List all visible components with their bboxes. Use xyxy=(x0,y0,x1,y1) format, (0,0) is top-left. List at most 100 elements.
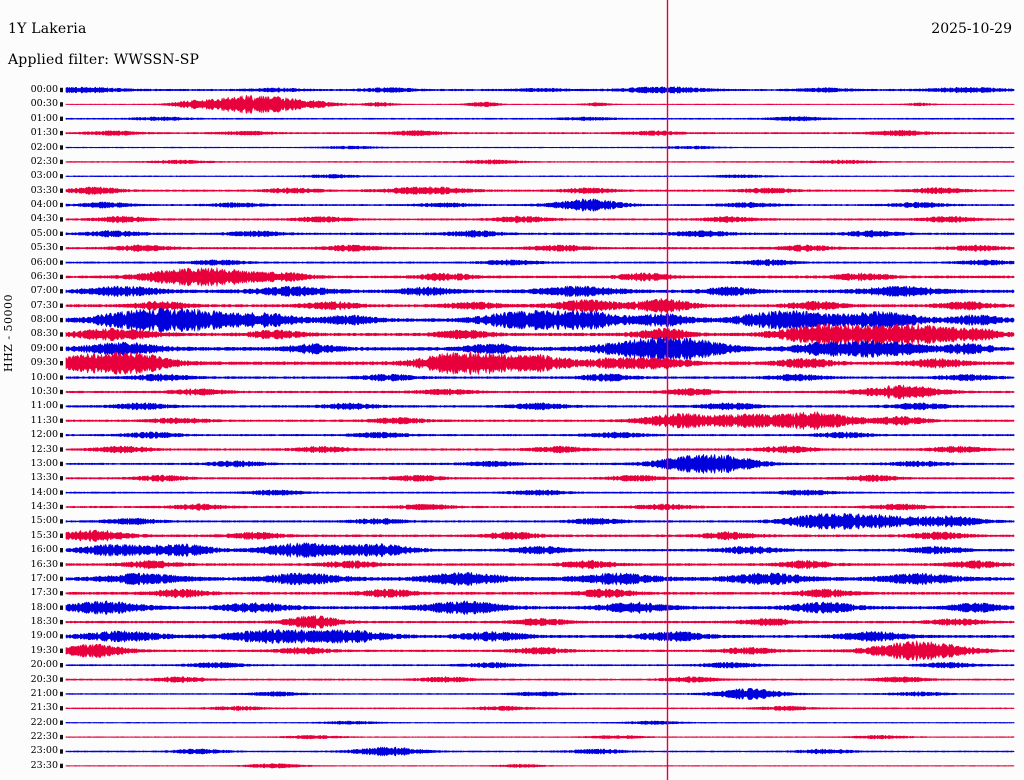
row-time-label: 05:30 xyxy=(30,242,58,254)
row-time-label: 18:00 xyxy=(30,601,58,613)
row-tick xyxy=(60,749,63,754)
row-tick xyxy=(60,404,63,409)
trace-0430 xyxy=(65,215,1015,224)
row-time-label: 10:30 xyxy=(30,385,58,397)
row-tick xyxy=(60,533,63,538)
row-tick xyxy=(60,231,63,236)
row-time-label: 03:00 xyxy=(30,170,58,182)
row-time-label: 22:00 xyxy=(30,716,58,728)
row-tick xyxy=(60,346,63,351)
row-tick xyxy=(60,159,63,165)
row-tick xyxy=(60,763,63,769)
row-time-labels: 00:00 00:30 01:00 01:30 02:00 02:30 03:00 03:30… xyxy=(0,0,58,780)
trace-1630 xyxy=(65,559,1015,570)
row-time-label: 00:30 xyxy=(30,98,58,110)
row-time-label: 15:30 xyxy=(30,529,58,541)
date-label: 2025-10-29 xyxy=(931,21,1012,37)
trace-1100 xyxy=(65,402,1015,411)
trace-0330 xyxy=(65,186,1015,196)
trace-0200 xyxy=(65,145,1015,150)
row-tick xyxy=(60,202,63,208)
row-tick xyxy=(60,375,63,380)
trace-1800 xyxy=(65,600,1015,615)
row-tick xyxy=(60,188,63,193)
row-tick xyxy=(60,634,63,639)
row-tick xyxy=(60,87,63,93)
row-tick xyxy=(60,116,63,121)
row-time-label: 14:30 xyxy=(30,501,58,513)
row-time-label: 21:30 xyxy=(30,702,58,714)
row-time-label: 13:00 xyxy=(30,457,58,469)
trace-2230 xyxy=(65,734,1015,740)
trace-0030 xyxy=(65,95,1015,114)
trace-1300 xyxy=(65,453,1015,474)
row-tick xyxy=(60,562,63,567)
row-tick xyxy=(60,174,63,179)
row-time-label: 20:00 xyxy=(30,659,58,671)
trace-1600 xyxy=(65,542,1015,558)
row-tick xyxy=(60,663,63,668)
row-time-label: 16:00 xyxy=(30,544,58,556)
trace-2330 xyxy=(65,763,1015,769)
row-time-label: 01:30 xyxy=(30,127,58,139)
row-tick xyxy=(60,432,63,438)
row-time-label: 07:30 xyxy=(30,299,58,311)
trace-0500 xyxy=(65,230,1015,238)
trace-0230 xyxy=(65,159,1015,165)
row-tick xyxy=(60,303,63,308)
row-time-label: 19:30 xyxy=(30,644,58,656)
row-tick xyxy=(60,591,63,596)
row-tick xyxy=(60,619,63,625)
row-time-label: 14:00 xyxy=(30,486,58,498)
trace-1230 xyxy=(65,445,1015,454)
row-tick xyxy=(60,734,63,740)
row-tick xyxy=(60,246,63,251)
trace-1330 xyxy=(65,474,1015,482)
row-time-label: 08:00 xyxy=(30,314,58,326)
row-time-label: 03:30 xyxy=(30,184,58,196)
row-tick xyxy=(60,490,63,495)
row-time-label: 21:00 xyxy=(30,687,58,699)
trace-1730 xyxy=(65,588,1015,599)
row-time-label: 06:00 xyxy=(30,256,58,268)
trace-0930 xyxy=(65,351,1015,375)
station-title: 1Y Lakeria xyxy=(8,21,87,37)
row-tick xyxy=(60,217,63,222)
trace-2300 xyxy=(65,746,1015,757)
row-tick xyxy=(60,548,63,553)
trace-2000 xyxy=(65,661,1015,669)
trace-1000 xyxy=(65,373,1015,382)
row-time-label: 04:00 xyxy=(30,199,58,211)
row-tick xyxy=(60,361,63,366)
row-time-label: 15:00 xyxy=(30,515,58,527)
applied-filter-label: Applied filter: WWSSN-SP xyxy=(8,52,200,68)
trace-1130 xyxy=(65,411,1015,431)
trace-0800 xyxy=(65,307,1015,333)
row-tick xyxy=(60,447,63,452)
row-time-label: 20:30 xyxy=(30,673,58,685)
row-tick xyxy=(60,720,63,725)
row-tick xyxy=(60,706,63,711)
row-time-label: 19:00 xyxy=(30,630,58,642)
trace-2130 xyxy=(65,705,1015,711)
trace-0600 xyxy=(65,259,1015,267)
row-tick xyxy=(60,274,63,280)
trace-0830 xyxy=(65,323,1015,346)
trace-2200 xyxy=(65,720,1015,725)
row-time-label: 08:30 xyxy=(30,328,58,340)
trace-1930 xyxy=(65,640,1015,662)
trace-0630 xyxy=(65,267,1015,287)
row-tick xyxy=(60,260,63,265)
row-tick xyxy=(60,332,63,337)
row-time-label: 04:30 xyxy=(30,213,58,225)
row-tick xyxy=(60,418,63,423)
row-time-label: 10:00 xyxy=(30,371,58,383)
row-tick xyxy=(60,576,63,582)
trace-0300 xyxy=(65,174,1015,179)
trace-1900 xyxy=(65,628,1015,644)
trace-0100 xyxy=(65,116,1015,122)
row-time-label: 17:00 xyxy=(30,572,58,584)
trace-0530 xyxy=(65,244,1015,252)
